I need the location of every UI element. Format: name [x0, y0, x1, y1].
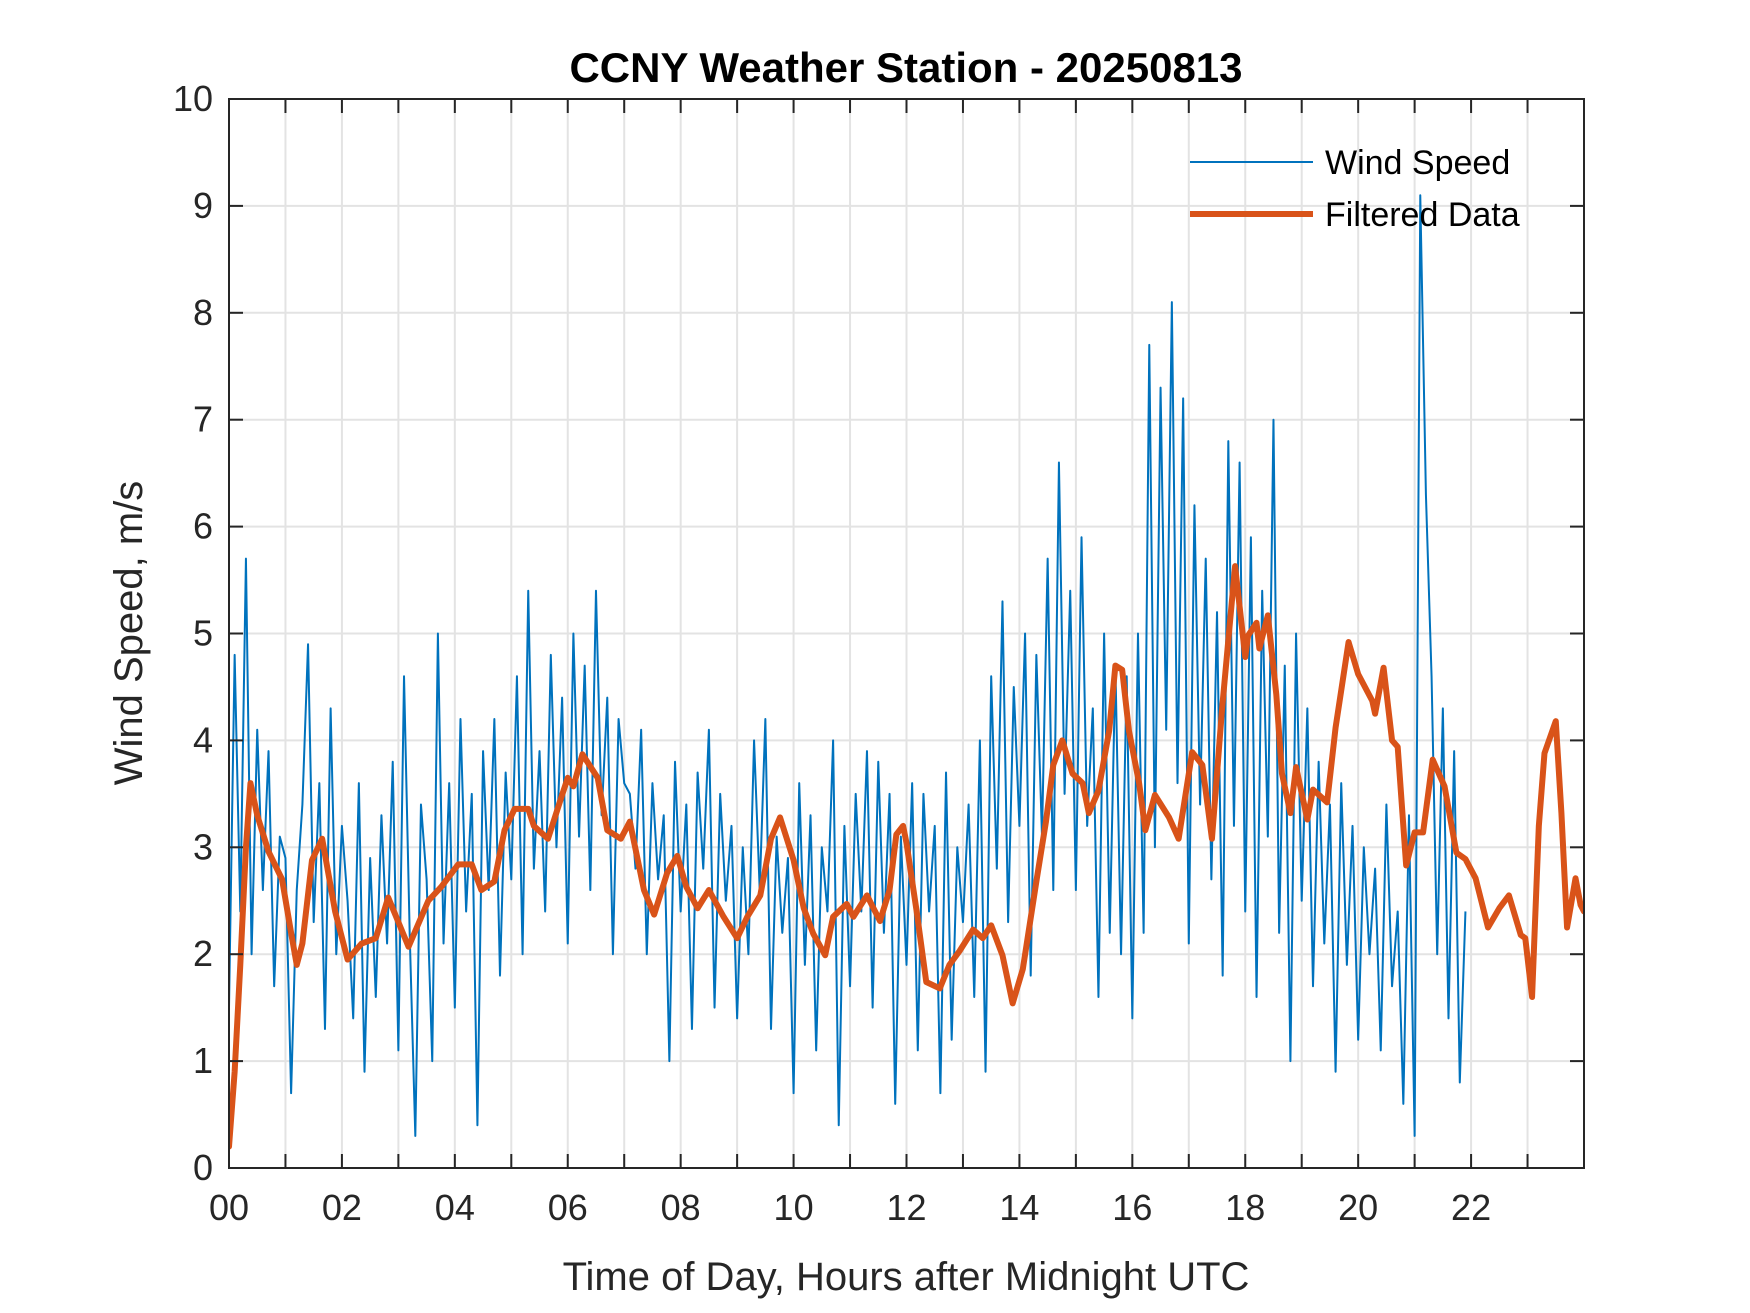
x-tick-label: 04	[435, 1187, 475, 1228]
x-tick-label: 18	[1225, 1187, 1265, 1228]
legend-label-wind-speed: Wind Speed	[1325, 144, 1510, 182]
y-tick-label: 3	[193, 826, 213, 867]
y-tick-label: 10	[173, 78, 213, 119]
x-tick-label: 00	[209, 1187, 249, 1228]
x-tick-label: 14	[999, 1187, 1039, 1228]
y-tick-labels: 0 1 2 3 4 5 6 7 8 9 10	[173, 78, 213, 1188]
y-tick-label: 8	[193, 292, 213, 333]
x-tick-label: 08	[661, 1187, 701, 1228]
y-tick-label: 2	[193, 933, 213, 974]
legend: Wind Speed Filtered Data	[1190, 144, 1520, 234]
ticks	[229, 99, 1584, 1168]
series-wind-speed-line	[229, 194, 1467, 1137]
y-tick-label: 1	[193, 1040, 213, 1081]
chart-title: CCNY Weather Station - 20250813	[569, 44, 1242, 91]
x-tick-label: 16	[1112, 1187, 1152, 1228]
x-axis-label: Time of Day, Hours after Midnight UTC	[563, 1255, 1250, 1299]
y-tick-label: 5	[193, 613, 213, 654]
x-tick-label: 20	[1338, 1187, 1378, 1228]
x-tick-label: 22	[1451, 1187, 1491, 1228]
legend-label-filtered-data: Filtered Data	[1325, 196, 1520, 234]
y-tick-label: 7	[193, 399, 213, 440]
y-tick-label: 4	[193, 719, 213, 760]
x-tick-label: 02	[322, 1187, 362, 1228]
series-filtered-data-line	[229, 563, 1584, 1150]
y-tick-label: 6	[193, 506, 213, 547]
plot-area	[229, 194, 1584, 1150]
x-tick-label: 10	[774, 1187, 814, 1228]
x-tick-labels: 00 02 04 06 08 10 12 14 16 18 20 22	[209, 1187, 1491, 1228]
y-tick-label: 9	[193, 185, 213, 226]
y-tick-label: 0	[193, 1147, 213, 1188]
x-tick-label: 12	[886, 1187, 926, 1228]
x-tick-label: 06	[548, 1187, 588, 1228]
y-axis-label: Wind Speed, m/s	[107, 481, 151, 786]
